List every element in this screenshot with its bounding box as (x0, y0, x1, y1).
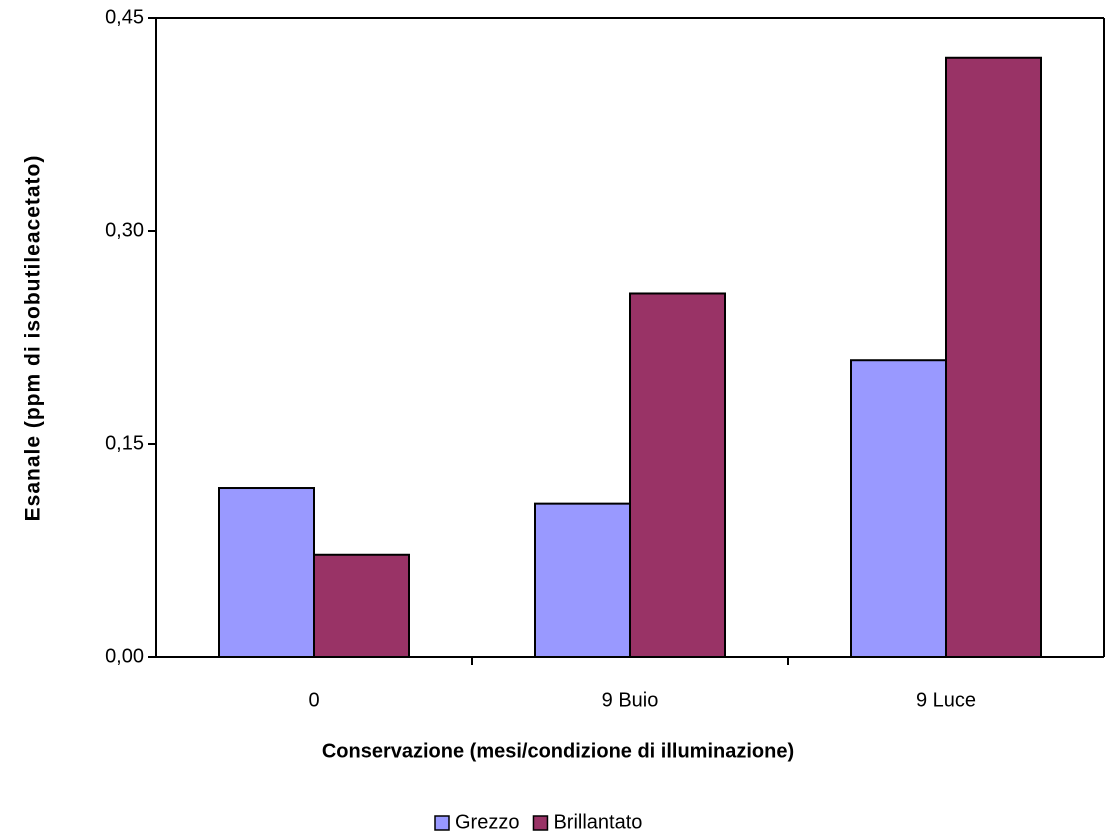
legend-label: Grezzo (455, 811, 519, 833)
x-tick-label: 0 (308, 689, 319, 711)
bar (534, 502, 631, 659)
legend: Grezzo Brillantato (434, 811, 642, 833)
x-tick-label: 9 Luce (916, 689, 976, 711)
x-axis-title: Conservazione (mesi/condizione di illumi… (322, 740, 794, 762)
y-tick-label: 0,15 (105, 432, 144, 454)
legend-swatch (532, 815, 549, 831)
bar (850, 359, 947, 658)
bar (218, 487, 315, 658)
y-tick-label: 0,00 (105, 645, 144, 667)
bar (945, 56, 1042, 658)
bar (629, 292, 726, 658)
bar (313, 553, 410, 659)
legend-swatch (434, 815, 450, 831)
y-tick-label: 0,30 (105, 219, 144, 241)
y-axis-title: Esanale (ppm di isobutileacetato) (22, 155, 45, 522)
x-tick-label: 9 Buio (602, 689, 659, 711)
legend-label: Brillantato (553, 811, 642, 833)
y-tick-label: 0,45 (105, 6, 144, 28)
